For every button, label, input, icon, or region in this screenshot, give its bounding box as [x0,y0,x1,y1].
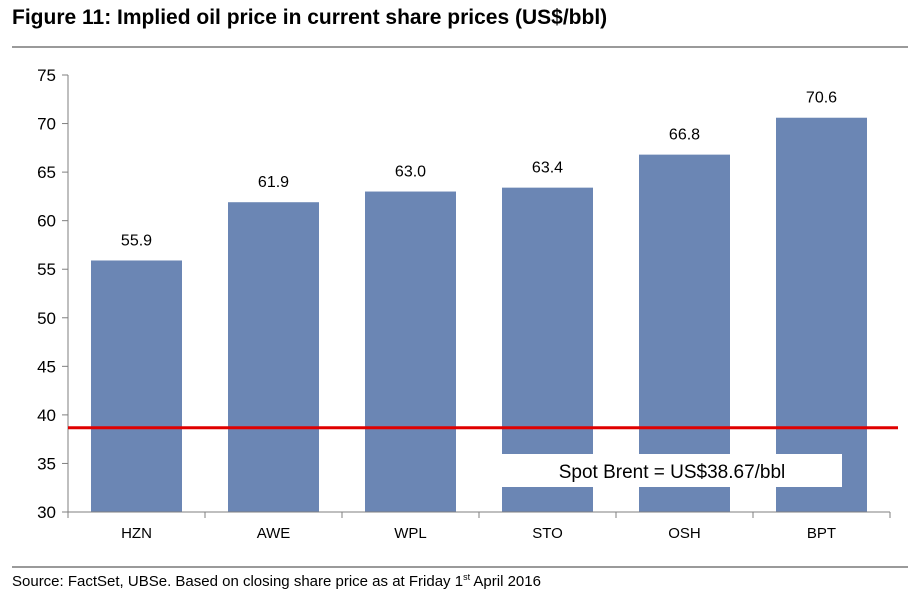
bar [639,154,730,512]
bar [776,117,867,513]
bar [228,202,319,512]
y-tick-label: 30 [37,503,56,522]
bar-value-label: 61.9 [258,174,289,191]
y-tick-label: 60 [37,212,56,231]
bar-value-label: 63.4 [532,160,563,177]
y-tick-label: 65 [37,163,56,182]
bar-value-label: 63.0 [395,164,426,181]
y-tick-label: 45 [37,357,56,376]
y-tick-label: 50 [37,309,56,328]
y-axis: 30 35 40 45 50 55 60 65 70 75 [37,66,69,522]
x-tick-label: AWE [257,525,291,542]
x-tick-label: WPL [394,525,427,542]
bar-value-label: 70.6 [806,90,837,107]
bottom-divider [12,566,908,568]
x-tick-label: STO [532,525,563,542]
source-text-end: April 2016 [470,573,541,590]
x-axis: HZN AWE WPL STO OSH BPT [67,511,891,542]
figure-title: Figure 11: Implied oil price in current … [12,6,608,29]
bars-group: 55.9 61.9 63.0 63.4 66.8 70.6 [91,90,867,513]
y-tick-label: 35 [37,454,56,473]
y-tick-label: 55 [37,260,56,279]
bar [91,260,182,512]
x-tick-label: HZN [121,525,152,542]
y-tick-label: 40 [37,406,56,425]
x-tick-label: BPT [807,525,836,542]
spot-brent-label: Spot Brent = US$38.67/bbl [559,462,786,483]
bar-value-label: 66.8 [669,127,700,144]
y-tick-label: 75 [37,66,56,85]
bar [365,191,456,513]
x-tick-label: OSH [668,525,701,542]
y-tick-label: 70 [37,115,56,134]
spot-brent-label-box [502,454,842,487]
top-divider [12,46,908,48]
bar-value-label: 55.9 [121,232,152,249]
bar-chart: 30 35 40 45 50 55 60 65 70 75 55.9 61.9 63.0 63.4 66.… [37,66,898,542]
source-superscript: st [463,572,471,582]
source-text: Source: FactSet, UBSe. Based on closing … [12,573,464,590]
source-note: Source: FactSet, UBSe. Based on closing … [12,572,541,590]
